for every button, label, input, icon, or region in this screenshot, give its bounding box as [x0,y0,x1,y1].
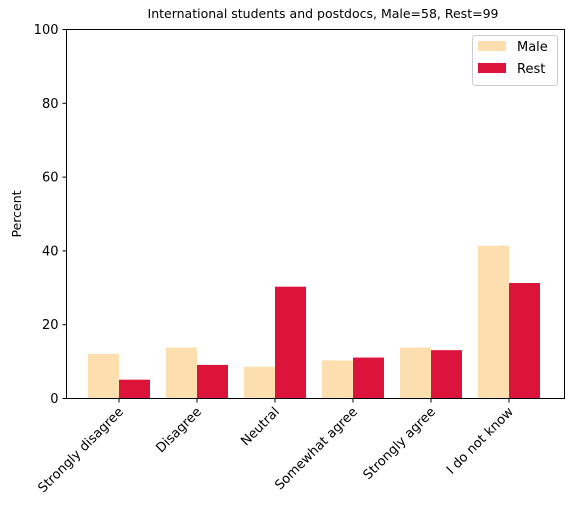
y-tick-label: 0 [50,392,58,407]
x-tick-label: Somewhat agree [272,405,361,494]
legend-swatch-male [478,41,506,51]
bar-male-0 [88,353,119,399]
x-axis: Strongly disagree Disagree NeutralSomewhat… [35,398,517,496]
y-tick-label: 80 [42,97,59,112]
legend: Male Rest [472,35,558,86]
x-tick-label: Neutral [238,405,283,450]
y-axis-label: Percent [9,190,24,237]
x-tick-label: Strongly agree [361,405,439,483]
y-tick-label: 60 [42,171,59,186]
x-tick-label: Disagree [153,405,204,456]
chart-title: International students and postdocs, Mal… [148,6,499,21]
y-axis: 0 20 40 60 80 100 [34,23,67,407]
bar-male-2 [244,366,275,399]
y-tick-label: 100 [34,23,59,38]
bar-rest-4 [431,350,462,399]
bar-rest-0 [119,379,150,399]
x-tick-label: Strongly disagree [35,405,126,496]
bar-male-5 [478,245,509,399]
bar-rest-5 [509,283,540,399]
bars-group [88,245,540,399]
bar-male-4 [400,347,431,399]
bar-rest-2 [275,286,306,399]
legend-label-male: Male [517,40,548,55]
bar-male-1 [166,347,197,399]
bar-rest-3 [353,357,384,399]
legend-swatch-rest [478,63,506,73]
x-tick-label: I do not know [444,404,517,477]
legend-label-rest: Rest [517,62,545,77]
y-tick-label: 20 [42,318,59,333]
bar-rest-1 [197,364,228,399]
plot-frame [66,29,565,399]
y-tick-label: 40 [42,244,59,259]
bar-male-3 [322,360,353,399]
